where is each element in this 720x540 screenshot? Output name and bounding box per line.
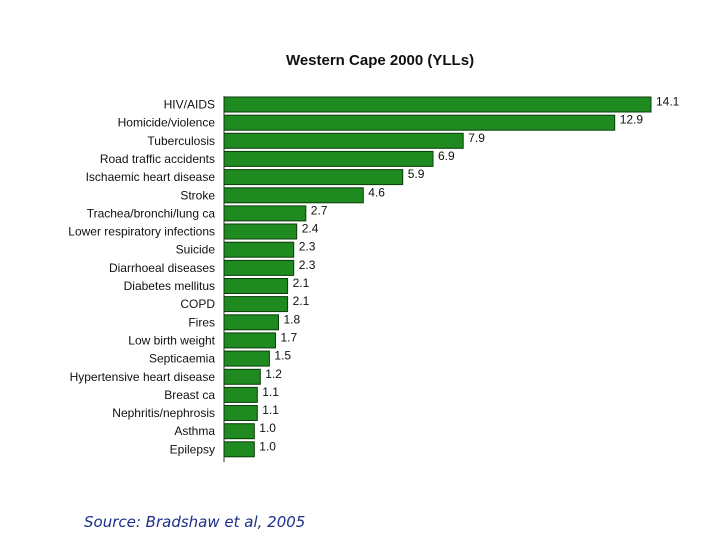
category-label: Hypertensive heart disease — [70, 370, 216, 384]
value-label: 2.3 — [299, 258, 316, 272]
value-label: 1.7 — [281, 330, 298, 344]
category-label: HIV/AIDS — [164, 98, 215, 112]
value-label: 1.1 — [262, 403, 279, 417]
value-label: 12.9 — [620, 113, 644, 127]
bar — [223, 386, 258, 403]
bar — [223, 368, 261, 385]
category-label: Diarrhoeal diseases — [109, 261, 215, 275]
bar — [223, 423, 255, 440]
category-label: Septicaemia — [149, 352, 215, 366]
bar — [223, 259, 295, 276]
value-label: 1.2 — [265, 367, 282, 381]
bar — [223, 278, 289, 294]
category-label: Asthma — [174, 424, 215, 438]
value-label: 7.9 — [468, 131, 485, 145]
value-label: 2.1 — [293, 276, 310, 290]
category-label: Tuberculosis — [147, 134, 215, 148]
bar — [223, 205, 307, 222]
bar — [223, 441, 255, 458]
category-labels: HIV/AIDS Homicide/violence Tuberculosis Roa… — [68, 98, 215, 457]
bar — [223, 296, 289, 313]
bar — [223, 350, 270, 367]
category-label: Breast ca — [164, 388, 215, 402]
value-label: 1.5 — [274, 349, 291, 363]
category-label: Nephritis/nephrosis — [112, 406, 215, 420]
bar — [223, 223, 298, 240]
bar — [223, 150, 434, 167]
bar — [223, 114, 616, 131]
category-label: Fires — [188, 315, 215, 329]
category-label: Trachea/bronchi/lung ca — [87, 206, 216, 220]
value-label: 2.4 — [302, 222, 319, 236]
category-label: COPD — [180, 297, 215, 311]
bar — [223, 314, 279, 331]
bar — [223, 332, 276, 349]
value-label: 2.3 — [299, 240, 316, 254]
category-label: Road traffic accidents — [100, 152, 215, 166]
bar — [223, 169, 404, 186]
chart-title: Western Cape 2000 (YLLs) — [285, 52, 475, 69]
category-label: Suicide — [176, 243, 216, 257]
category-label: Epilepsy — [170, 442, 215, 456]
category-label: Homicide/violence — [118, 116, 216, 130]
bar — [223, 187, 364, 204]
bars-group — [223, 96, 652, 458]
value-label: 4.6 — [368, 185, 385, 199]
category-label: Lower respiratory infections — [68, 225, 215, 239]
category-label: Low birth weight — [128, 333, 215, 347]
value-label: 14.1 — [656, 95, 680, 109]
value-label: 5.9 — [408, 167, 425, 181]
value-label: 1.8 — [284, 312, 301, 326]
category-label: Ischaemic heart disease — [86, 170, 216, 184]
bar — [223, 405, 258, 421]
bar — [223, 241, 295, 258]
bar — [223, 132, 464, 149]
value-label: 2.1 — [293, 294, 310, 308]
category-label: Diabetes mellitus — [124, 279, 215, 293]
value-label: 6.9 — [438, 149, 455, 163]
value-label: 1.0 — [259, 421, 276, 435]
bar — [223, 96, 652, 113]
value-label: 1.1 — [262, 385, 279, 399]
value-label: 1.0 — [259, 439, 276, 453]
value-labels: 14.1 12.9 7.9 6.9 5.9 4.6 2.7 2.4 2.3 2.3 2.1 2.1 1.… — [259, 95, 679, 454]
value-label: 2.7 — [311, 203, 328, 217]
source-citation: Source: Bradshaw et al, 2005 — [84, 513, 306, 531]
category-label: Stroke — [180, 188, 215, 202]
